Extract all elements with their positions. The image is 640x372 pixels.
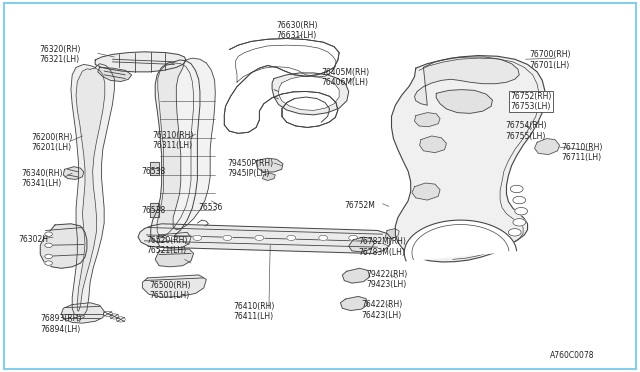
Text: 76710(RH)
76711(LH): 76710(RH) 76711(LH) xyxy=(561,143,603,162)
Circle shape xyxy=(45,243,52,247)
Polygon shape xyxy=(272,73,349,115)
Polygon shape xyxy=(256,158,283,172)
Circle shape xyxy=(513,196,525,204)
Polygon shape xyxy=(262,173,275,180)
Text: 76630(RH)
76631(LH): 76630(RH) 76631(LH) xyxy=(276,20,318,40)
Text: 76754(RH)
76755(LH): 76754(RH) 76755(LH) xyxy=(505,121,547,141)
Polygon shape xyxy=(415,57,519,105)
Text: 76302H: 76302H xyxy=(19,235,49,244)
Circle shape xyxy=(255,235,264,240)
Polygon shape xyxy=(151,60,200,242)
Polygon shape xyxy=(143,275,206,297)
Text: 76520(RH)
76521(LH): 76520(RH) 76521(LH) xyxy=(147,235,188,255)
Polygon shape xyxy=(157,232,191,248)
Text: 76752(RH)
76753(LH): 76752(RH) 76753(LH) xyxy=(510,92,552,111)
Circle shape xyxy=(513,219,525,226)
Polygon shape xyxy=(436,90,492,113)
Polygon shape xyxy=(412,183,440,200)
Polygon shape xyxy=(415,113,440,127)
Text: 76893(RH)
76894(LH): 76893(RH) 76894(LH) xyxy=(40,314,82,334)
Polygon shape xyxy=(278,76,339,110)
Circle shape xyxy=(45,261,52,265)
Circle shape xyxy=(515,208,527,215)
Polygon shape xyxy=(150,161,159,175)
Polygon shape xyxy=(420,136,447,153)
Polygon shape xyxy=(156,249,193,267)
Text: 76200(RH)
76201(LH): 76200(RH) 76201(LH) xyxy=(31,132,73,152)
Polygon shape xyxy=(392,55,545,262)
Text: 79422(RH)
79423(LH): 79422(RH) 79423(LH) xyxy=(366,270,407,289)
Text: 76536: 76536 xyxy=(198,203,223,212)
Text: A760C0078: A760C0078 xyxy=(550,351,595,360)
Circle shape xyxy=(287,235,296,240)
Text: 76340(RH)
76341(LH): 76340(RH) 76341(LH) xyxy=(21,169,63,188)
Text: 79450P(RH)
7945lP(LH): 79450P(RH) 7945lP(LH) xyxy=(227,158,273,178)
Text: 76538: 76538 xyxy=(141,167,165,176)
Text: 76310(RH)
76311(LH): 76310(RH) 76311(LH) xyxy=(153,131,194,151)
Polygon shape xyxy=(349,237,374,252)
Circle shape xyxy=(349,235,358,240)
Text: 76538: 76538 xyxy=(141,206,165,215)
Polygon shape xyxy=(71,64,115,317)
Polygon shape xyxy=(404,220,516,261)
Circle shape xyxy=(45,232,52,236)
Polygon shape xyxy=(342,268,370,283)
Circle shape xyxy=(510,185,523,193)
Text: 76405M(RH)
76406M(LH): 76405M(RH) 76406M(LH) xyxy=(321,68,369,87)
Text: 76320(RH)
76321(LH): 76320(RH) 76321(LH) xyxy=(39,45,81,64)
Polygon shape xyxy=(173,58,215,230)
Polygon shape xyxy=(61,303,104,323)
Text: 76752M: 76752M xyxy=(344,201,375,210)
Polygon shape xyxy=(236,45,336,82)
Text: 76410(RH)
76411(LH): 76410(RH) 76411(LH) xyxy=(234,302,275,321)
Circle shape xyxy=(166,235,174,240)
Text: 76782M(RH)
76783M(LH): 76782M(RH) 76783M(LH) xyxy=(358,237,406,257)
Polygon shape xyxy=(98,67,132,81)
Text: 76500(RH)
76501(LH): 76500(RH) 76501(LH) xyxy=(149,281,190,300)
Polygon shape xyxy=(95,52,186,72)
Circle shape xyxy=(223,235,232,240)
Circle shape xyxy=(508,229,521,236)
Polygon shape xyxy=(157,63,193,237)
Text: 76422(RH)
76423(LH): 76422(RH) 76423(LH) xyxy=(362,301,403,320)
Polygon shape xyxy=(76,68,105,311)
Circle shape xyxy=(319,235,328,240)
Polygon shape xyxy=(385,229,399,238)
Polygon shape xyxy=(63,167,84,179)
Polygon shape xyxy=(40,224,87,268)
Polygon shape xyxy=(534,138,559,154)
Polygon shape xyxy=(340,296,368,311)
Polygon shape xyxy=(138,224,392,253)
Circle shape xyxy=(45,254,52,259)
Circle shape xyxy=(193,235,202,240)
Text: 76700(RH)
76701(LH): 76700(RH) 76701(LH) xyxy=(529,50,571,70)
Polygon shape xyxy=(150,203,159,217)
